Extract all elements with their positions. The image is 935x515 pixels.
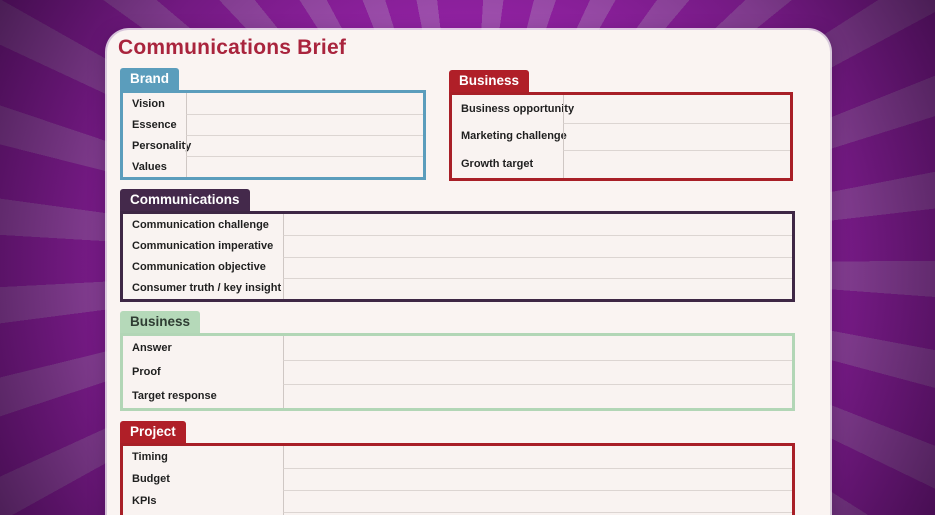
business-opportunity-table: Business opportunity Marketing challenge… xyxy=(449,92,793,181)
table-row: Budget xyxy=(123,468,792,490)
table-row: Growth target xyxy=(452,150,790,178)
field-proof[interactable] xyxy=(283,360,792,384)
table-row: Values xyxy=(123,156,423,177)
field-communication-challenge[interactable] xyxy=(283,214,792,236)
field-marketing-challenge[interactable] xyxy=(563,122,790,151)
row-label-marketing-challenge: Marketing challenge xyxy=(461,130,567,143)
field-budget[interactable] xyxy=(283,468,792,490)
field-growth-target[interactable] xyxy=(563,150,790,178)
row-label-timing: Timing xyxy=(132,451,168,463)
row-label-values: Values xyxy=(132,160,167,173)
field-timing[interactable] xyxy=(283,446,792,468)
field-communication-objective[interactable] xyxy=(283,256,792,278)
row-label-kpis: KPIs xyxy=(132,495,157,507)
row-label-communication-imperative: Communication imperative xyxy=(132,239,274,252)
field-answer[interactable] xyxy=(283,336,792,360)
tab-brand: Brand xyxy=(120,68,180,91)
table-row: Vision xyxy=(123,93,423,114)
field-vision[interactable] xyxy=(186,93,423,114)
field-communication-imperative[interactable] xyxy=(283,235,792,257)
row-label-target-response: Target response xyxy=(132,390,217,402)
field-business-opportunity[interactable] xyxy=(563,95,790,123)
table-row: KPIs xyxy=(123,490,792,512)
field-personality[interactable] xyxy=(186,135,423,156)
table-row: Business opportunity xyxy=(452,95,790,123)
tab-project: Project xyxy=(120,421,186,444)
row-label-proof: Proof xyxy=(132,366,161,378)
table-row: Communication imperative xyxy=(123,235,792,257)
row-label-vision: Vision xyxy=(132,97,165,110)
communications-table: Communication challenge Communication im… xyxy=(120,211,795,302)
table-row: Answer xyxy=(123,336,792,360)
field-project-extra[interactable] xyxy=(283,512,792,515)
field-essence[interactable] xyxy=(186,114,423,135)
table-row: Target response xyxy=(123,384,792,408)
table-row: Consumer truth / key insight xyxy=(123,277,792,299)
project-table: Timing Budget KPIs xyxy=(120,443,795,515)
row-label-growth-target: Growth target xyxy=(461,157,534,170)
tab-business-answer: Business xyxy=(120,311,201,334)
table-row: Communication challenge xyxy=(123,214,792,236)
row-label-communication-objective: Communication objective xyxy=(132,261,266,274)
table-row: Personality xyxy=(123,135,423,156)
row-label-consumer-truth: Consumer truth / key insight xyxy=(132,282,282,295)
table-row: Communication objective xyxy=(123,256,792,278)
row-label-communication-challenge: Communication challenge xyxy=(132,218,269,231)
field-kpis[interactable] xyxy=(283,490,792,512)
business-answer-table: Answer Proof Target response xyxy=(120,333,795,411)
table-row: Marketing challenge xyxy=(452,122,790,151)
row-label-essence: Essence xyxy=(132,118,177,131)
table-row: Proof xyxy=(123,360,792,384)
table-row: Essence xyxy=(123,114,423,135)
row-label-business-opportunity: Business opportunity xyxy=(461,102,575,115)
row-label-personality: Personality xyxy=(132,139,192,152)
page-title: Communications Brief xyxy=(118,36,347,59)
table-row xyxy=(123,512,792,515)
table-row: Timing xyxy=(123,446,792,468)
row-label-budget: Budget xyxy=(132,473,170,485)
brand-table: Vision Essence Personality Values xyxy=(120,90,426,180)
field-target-response[interactable] xyxy=(283,384,792,408)
row-label-answer: Answer xyxy=(132,342,172,354)
field-consumer-truth-key-insight[interactable] xyxy=(283,277,792,299)
tab-communications: Communications xyxy=(120,189,250,212)
tab-business-opportunity: Business xyxy=(449,70,530,93)
field-values[interactable] xyxy=(186,156,423,177)
